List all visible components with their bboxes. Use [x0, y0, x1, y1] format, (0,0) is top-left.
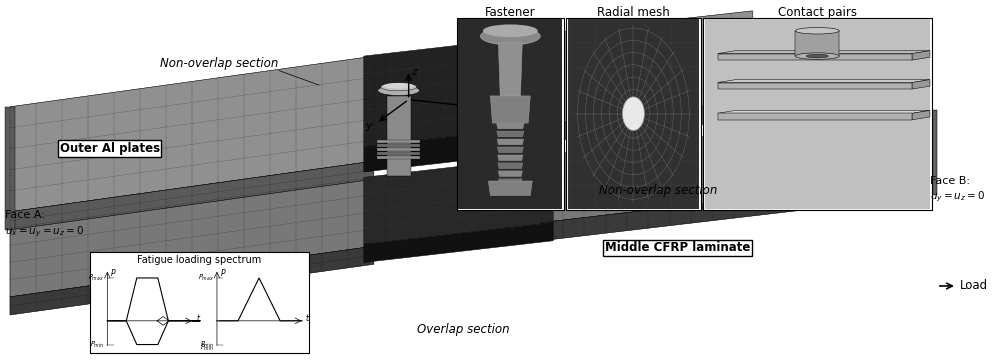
FancyBboxPatch shape: [458, 19, 562, 209]
Ellipse shape: [378, 85, 420, 96]
Polygon shape: [718, 80, 930, 83]
Polygon shape: [467, 164, 510, 167]
Polygon shape: [364, 125, 553, 172]
Ellipse shape: [795, 53, 839, 59]
Polygon shape: [498, 179, 522, 185]
Polygon shape: [488, 181, 532, 195]
Text: $P_{min}$: $P_{min}$: [200, 342, 214, 353]
Polygon shape: [925, 110, 937, 195]
Ellipse shape: [622, 97, 644, 130]
Polygon shape: [718, 54, 912, 60]
Polygon shape: [541, 110, 927, 223]
Polygon shape: [10, 177, 374, 297]
Polygon shape: [387, 96, 411, 176]
Polygon shape: [718, 113, 912, 120]
Text: Outer Al plates: Outer Al plates: [60, 142, 160, 155]
Polygon shape: [5, 107, 15, 230]
Polygon shape: [912, 110, 930, 120]
FancyBboxPatch shape: [705, 19, 930, 209]
Text: $u_y=u_z=0$: $u_y=u_z=0$: [930, 190, 985, 205]
Ellipse shape: [381, 83, 417, 91]
Polygon shape: [377, 144, 420, 147]
Polygon shape: [497, 139, 524, 145]
Polygon shape: [10, 161, 374, 230]
Text: Radial mesh: Radial mesh: [597, 6, 670, 19]
Polygon shape: [541, 177, 927, 241]
Text: Face A:: Face A:: [5, 210, 45, 220]
Polygon shape: [498, 43, 522, 101]
Polygon shape: [467, 172, 510, 175]
Text: $t$: $t$: [305, 312, 311, 323]
Polygon shape: [364, 34, 553, 147]
Ellipse shape: [384, 83, 414, 89]
FancyBboxPatch shape: [703, 18, 932, 210]
Polygon shape: [377, 140, 420, 143]
Text: z: z: [411, 67, 417, 77]
FancyBboxPatch shape: [568, 19, 699, 209]
Text: Load: Load: [960, 279, 988, 292]
Polygon shape: [377, 152, 420, 155]
Text: $P_{min}$: $P_{min}$: [90, 340, 104, 350]
Text: $P_{max}$: $P_{max}$: [88, 273, 104, 283]
Ellipse shape: [806, 54, 828, 58]
Polygon shape: [377, 156, 420, 159]
Polygon shape: [498, 163, 523, 169]
Text: $P$: $P$: [220, 267, 227, 278]
Polygon shape: [498, 171, 522, 177]
Ellipse shape: [795, 28, 839, 34]
Text: $P_{min}$: $P_{min}$: [200, 340, 214, 350]
Ellipse shape: [480, 28, 540, 45]
Polygon shape: [541, 11, 753, 125]
Ellipse shape: [483, 25, 538, 37]
Polygon shape: [10, 246, 374, 315]
Text: Fatigue loading spectrum: Fatigue loading spectrum: [137, 254, 261, 265]
Text: Middle CFRP laminate: Middle CFRP laminate: [605, 241, 750, 254]
FancyBboxPatch shape: [90, 252, 309, 353]
Polygon shape: [467, 160, 510, 163]
Text: Fastener: Fastener: [485, 6, 536, 19]
Text: $u_x=u_y=u_z=0$: $u_x=u_y=u_z=0$: [5, 224, 84, 239]
Polygon shape: [795, 31, 839, 56]
Polygon shape: [496, 123, 524, 129]
Text: $t$: $t$: [196, 312, 201, 323]
FancyBboxPatch shape: [566, 18, 701, 210]
Polygon shape: [377, 148, 420, 151]
Polygon shape: [364, 223, 553, 262]
Ellipse shape: [470, 103, 506, 111]
Text: $P$: $P$: [110, 267, 117, 278]
Polygon shape: [467, 168, 510, 171]
Ellipse shape: [467, 105, 509, 115]
Text: y: y: [365, 121, 372, 131]
Text: Contact pairs: Contact pairs: [778, 6, 857, 19]
Polygon shape: [497, 131, 524, 137]
Text: Overlap section: Overlap section: [417, 323, 510, 336]
Polygon shape: [490, 96, 530, 123]
Ellipse shape: [473, 103, 503, 109]
Text: Non-overlap section: Non-overlap section: [160, 57, 278, 70]
Polygon shape: [718, 83, 912, 89]
Polygon shape: [467, 176, 510, 179]
Polygon shape: [497, 147, 523, 153]
Polygon shape: [718, 51, 930, 54]
Polygon shape: [476, 116, 500, 195]
Text: $P_{max}$: $P_{max}$: [198, 273, 214, 283]
Polygon shape: [912, 80, 930, 89]
Text: Non-overlap section: Non-overlap section: [599, 184, 717, 197]
Text: x: x: [475, 101, 482, 111]
FancyBboxPatch shape: [457, 18, 564, 210]
Polygon shape: [912, 51, 930, 60]
Polygon shape: [718, 110, 930, 113]
Polygon shape: [364, 156, 553, 244]
Text: Face B:: Face B:: [930, 176, 970, 186]
Polygon shape: [498, 155, 523, 161]
Polygon shape: [10, 56, 374, 212]
Polygon shape: [541, 101, 753, 142]
